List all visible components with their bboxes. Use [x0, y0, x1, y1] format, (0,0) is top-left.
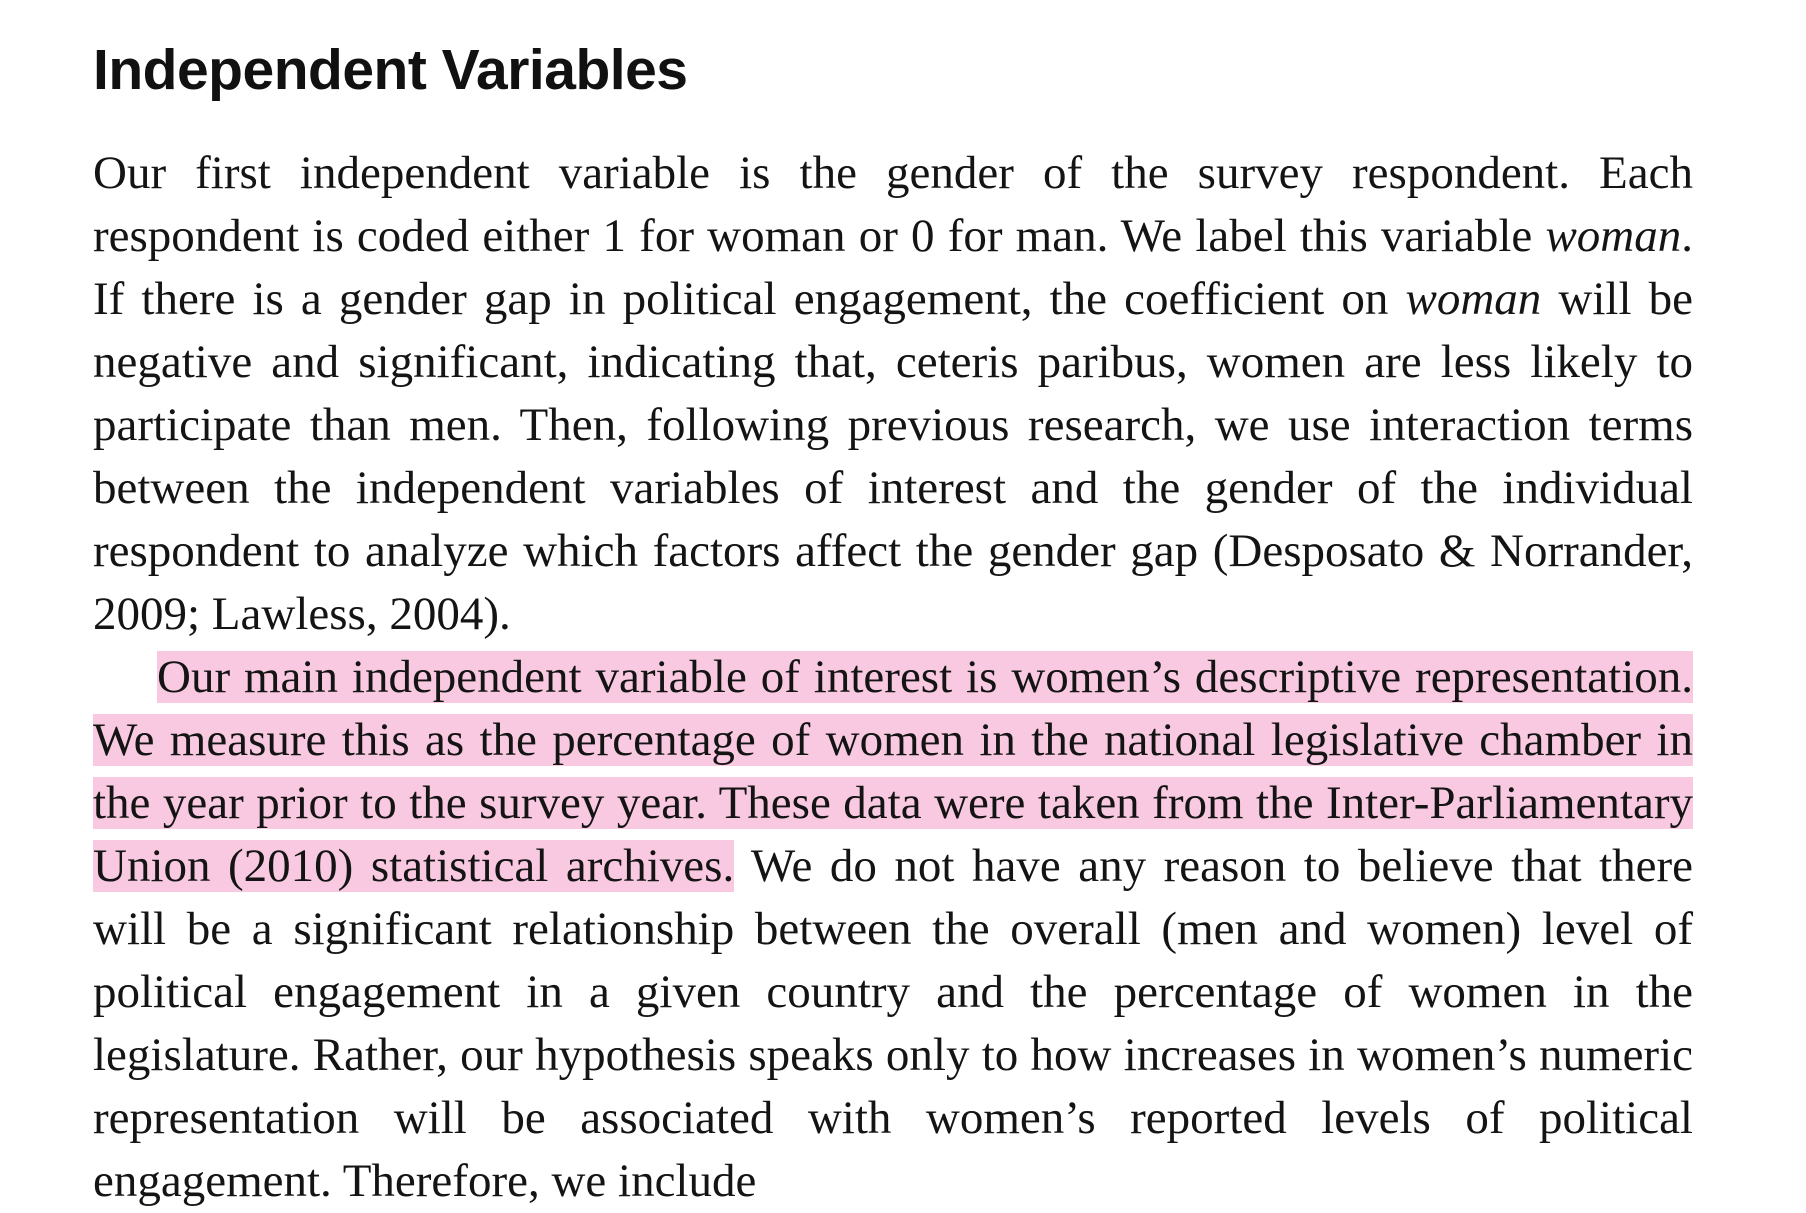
- paragraph-1-text-a: Our first independent variable is the ge…: [93, 147, 1693, 262]
- document-page: Independent Variables Our first independ…: [93, 30, 1693, 1213]
- section-heading: Independent Variables: [93, 38, 688, 102]
- paragraph-1-text-c: will be negative and significant, indica…: [93, 273, 1693, 640]
- paragraph-1-text-b: . If there is a gender gap in political …: [93, 210, 1693, 325]
- paragraph-1-italic-b: woman: [1405, 273, 1542, 325]
- paragraph-1: Our first independent variable is the ge…: [93, 142, 1693, 646]
- paragraph-2-text: We do not have any reason to believe tha…: [93, 840, 1694, 1207]
- paragraph-2: Our main independent variable of interes…: [93, 646, 1693, 1213]
- paragraph-1-italic-a: woman: [1545, 210, 1682, 262]
